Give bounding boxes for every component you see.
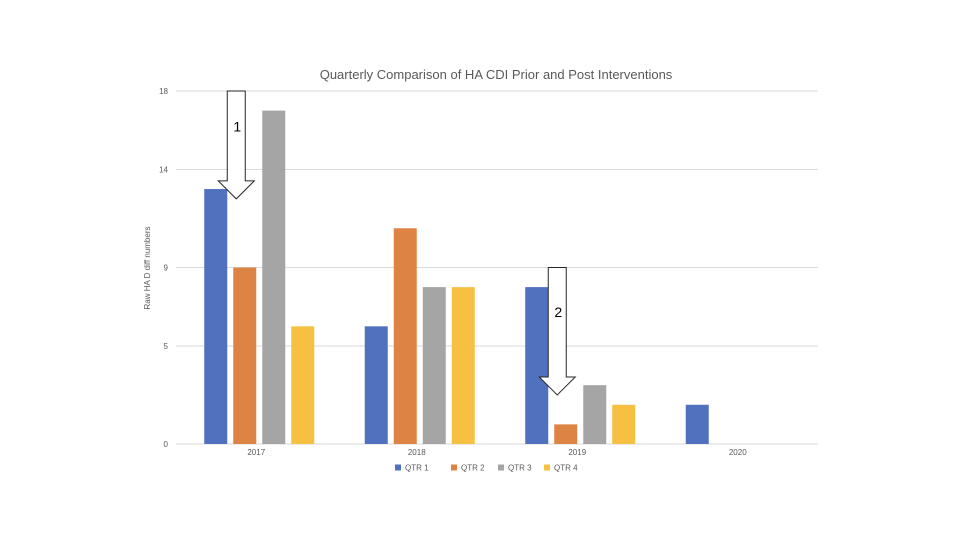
y-tick-label: 0: [164, 440, 169, 449]
bar-qtr-2-2019: [554, 424, 578, 444]
bar-qtr-2-2017: [233, 267, 257, 444]
annotations: 12: [217, 90, 577, 396]
bar-qtr-1-2018: [364, 326, 388, 444]
legend-label: QTR 4: [554, 464, 578, 473]
legend-swatch: [498, 464, 504, 471]
x-category-label: 2018: [408, 448, 426, 457]
bar-qtr-3-2018: [422, 287, 446, 444]
legend-swatch: [544, 464, 550, 471]
y-tick-label: 5: [164, 342, 169, 351]
callout-label-1: 1: [233, 118, 241, 134]
bar-qtr-1-2017: [204, 189, 228, 444]
bar-qtr-3-2017: [262, 110, 286, 444]
legend-label: QTR 3: [508, 464, 532, 473]
y-tick-label: 9: [164, 264, 169, 273]
callout-arrow-2: [538, 267, 577, 396]
legend-label: QTR 1: [405, 464, 429, 473]
bar-qtr-4-2017: [291, 326, 315, 444]
x-category-label: 2017: [247, 448, 265, 457]
bar-qtr-1-2019: [525, 287, 549, 444]
callout-arrow-1: [217, 90, 256, 200]
legend-label: QTR 2: [461, 464, 485, 473]
bar-qtr-4-2019: [612, 404, 636, 444]
bar-qtr-4-2018: [451, 287, 475, 444]
x-category-label: 2019: [568, 448, 586, 457]
y-tick-label: 18: [159, 87, 168, 96]
bar-qtr-1-2020: [685, 404, 709, 444]
x-axis-categories: 2017 2018 2019 2020: [247, 448, 747, 457]
callout-label-2: 2: [554, 304, 562, 320]
x-category-label: 2020: [729, 448, 747, 457]
legend-swatch: [451, 464, 457, 471]
bars: [204, 110, 709, 444]
y-axis-label: Raw HA D diff numbers: [143, 227, 152, 310]
bar-qtr-2-2018: [393, 228, 417, 444]
legend-swatch: [395, 464, 401, 471]
y-axis-ticks: 0 5 9 14 18: [159, 87, 168, 449]
legend: QTR 1 QTR 2 QTR 3 QTR 4: [395, 464, 578, 473]
bar-qtr-3-2019: [583, 385, 607, 444]
y-tick-label: 14: [159, 165, 168, 174]
chart-title: Quarterly Comparison of HA CDI Prior and…: [320, 67, 673, 82]
